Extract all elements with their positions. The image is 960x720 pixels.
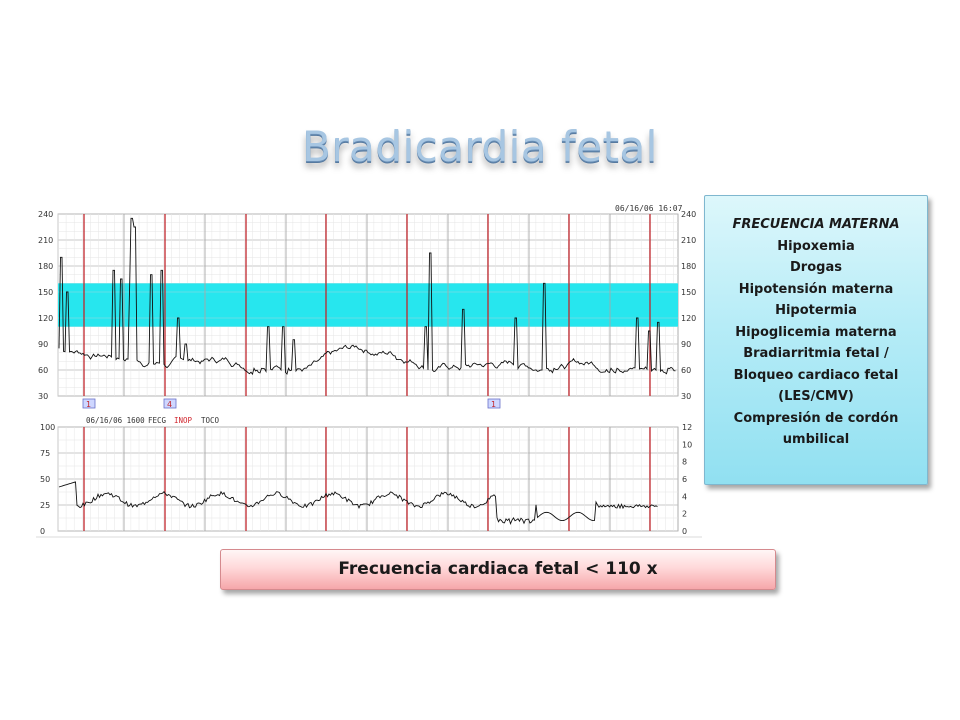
marker-1: 1 <box>86 400 91 409</box>
fhr-tick-label: 150 <box>38 288 53 297</box>
toco-tick-label: 2 <box>682 510 687 519</box>
toco-header: 06/16/06 1600 FECG INOP TOCO <box>86 416 220 425</box>
causes-box: FRECUENCIA MATERNA Hipoxemia Drogas Hipo… <box>704 195 928 485</box>
toco-grid <box>36 426 702 538</box>
fhr-axis-right: 240 210 180 150 120 90 60 30 <box>681 210 696 401</box>
fhr-tick-label: 180 <box>38 262 53 271</box>
toco-tick-label: 100 <box>40 423 55 432</box>
fhr-tick-label: 240 <box>38 210 53 219</box>
fhr-tick-label: 120 <box>681 314 696 323</box>
toco-tick-label: 75 <box>40 449 50 458</box>
marker-3: 1 <box>491 400 496 409</box>
ctg-monitor-strip: 240 210 180 150 120 90 60 30 240 210 180 150 120 90 6… <box>36 196 702 540</box>
toco-tick-label: 25 <box>40 501 50 510</box>
fhr-tick-label: 90 <box>681 340 691 349</box>
fhr-tick-label: 30 <box>38 392 48 401</box>
fhr-tick-label: 30 <box>681 392 691 401</box>
slide-title: Bradicardia fetal <box>302 122 658 171</box>
definition-label: Frecuencia cardiaca fetal < 110 x <box>220 549 776 590</box>
header-timestamp: 06/16/06 16:07 <box>615 204 683 213</box>
cause-item: (LES/CMV) <box>778 389 854 404</box>
toco-tick-label: 10 <box>682 440 692 449</box>
cause-item: Hipoglicemia materna <box>735 324 897 340</box>
toco-tick-label: 8 <box>682 458 687 467</box>
cause-item: Bradiarritmia fetal / <box>743 346 889 361</box>
fhr-tick-label: 120 <box>38 314 53 323</box>
cause-item: umbilical <box>782 432 850 447</box>
event-markers: 1 4 1 <box>82 398 501 409</box>
normal-fhr-band <box>58 283 678 327</box>
marker-2: 4 <box>167 400 172 409</box>
fhr-tick-label: 180 <box>681 262 696 271</box>
fhr-tick-label: 60 <box>38 366 48 375</box>
minute-lines <box>83 214 651 396</box>
fhr-tick-label: 210 <box>681 236 696 245</box>
cause-item: Hipotermia <box>775 303 857 318</box>
toco-time: 06/16/06 1600 <box>86 416 145 425</box>
toco-tick-label: 4 <box>682 492 687 501</box>
toco-tick-label: 50 <box>40 475 50 484</box>
causes-heading: FRECUENCIA MATERNA <box>732 217 900 232</box>
cause-item: Bloqueo cardiaco fetal <box>733 367 899 383</box>
toco-tick-label: 6 <box>682 475 687 484</box>
fhr-tick-label: 60 <box>681 366 691 375</box>
fhr-tick-label: 150 <box>681 288 696 297</box>
fhr-tick-label: 90 <box>38 340 48 349</box>
toco-axis-right: 12 10 8 6 4 2 0 <box>682 423 692 536</box>
cause-item: Compresión de cordón <box>733 410 899 426</box>
toco-toco: TOCO <box>201 416 220 425</box>
toco-inop: INOP <box>174 416 193 425</box>
toco-fecg: FECG <box>148 416 167 425</box>
fhr-tick-label: 240 <box>681 210 696 219</box>
toco-tick-label: 0 <box>40 527 45 536</box>
fhr-tick-label: 210 <box>38 236 53 245</box>
fhr-trace <box>58 217 676 376</box>
cause-item: Hipoxemia <box>777 238 855 254</box>
causes-list: FRECUENCIA MATERNA Hipoxemia Drogas Hipo… <box>705 214 927 451</box>
toco-tick-label: 12 <box>682 423 692 432</box>
fhr-axis-left: 240 210 180 150 120 90 60 30 <box>38 210 53 401</box>
toco-trace <box>58 481 658 526</box>
cause-item: Hipotensión materna <box>738 281 894 297</box>
toco-tick-label: 0 <box>682 527 687 536</box>
cause-item: Drogas <box>790 260 842 275</box>
toco-axis-left: 100 75 50 25 0 <box>40 423 55 536</box>
